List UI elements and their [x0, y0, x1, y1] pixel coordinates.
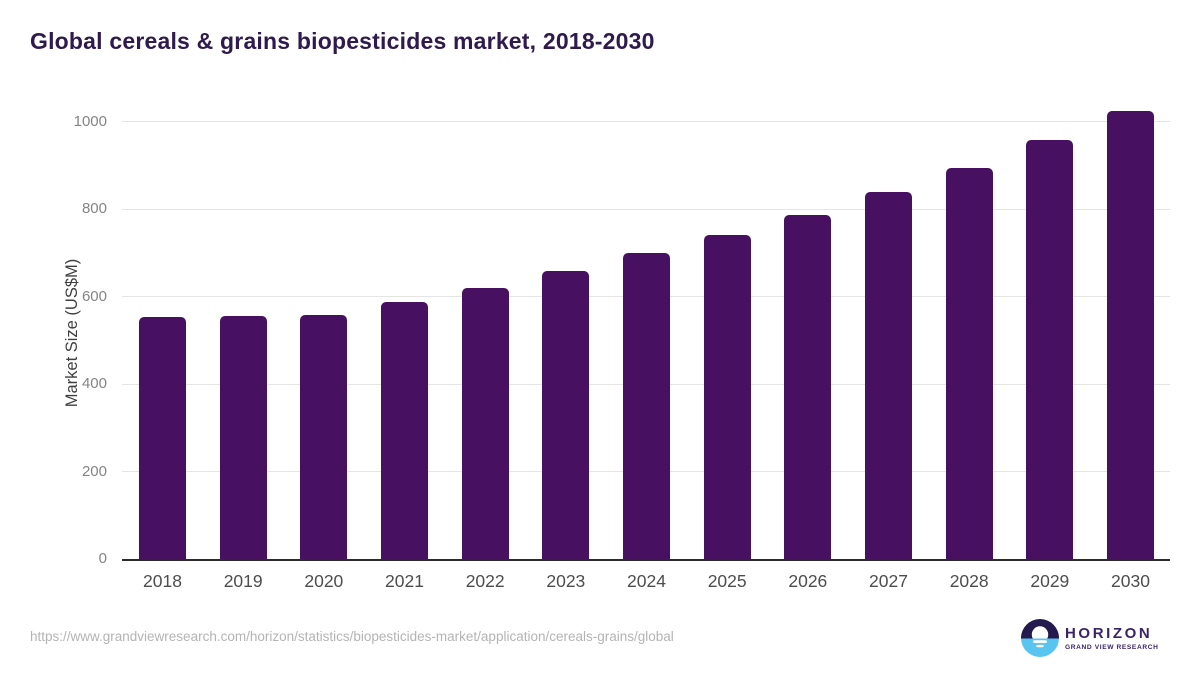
bar-2029[interactable] — [1026, 140, 1074, 559]
x-tick-label-2021: 2021 — [385, 571, 424, 591]
gridline-800 — [122, 208, 1170, 210]
y-tick-label-200: 200 — [81, 462, 107, 480]
x-tick-label-2025: 2025 — [707, 571, 747, 591]
x-tick-label-2030: 2030 — [1111, 571, 1150, 591]
source-url: https://www.grandviewresearch.com/horizo… — [30, 629, 674, 644]
x-tick-label-2026: 2026 — [788, 571, 828, 591]
logo-text: HORIZON GRAND VIEW RESEARCH — [1065, 626, 1158, 651]
chart-title: Global cereals & grains biopesticides ma… — [30, 28, 655, 54]
y-axis-title: Market Size (US$M) — [63, 258, 81, 408]
y-tick-label-600: 600 — [81, 287, 107, 305]
bar-2018[interactable] — [139, 317, 186, 559]
y-tick-label-800: 800 — [81, 200, 107, 218]
y-tick-label-0: 0 — [98, 550, 107, 567]
x-tick-label-2027: 2027 — [869, 571, 908, 591]
bar-2027[interactable] — [865, 191, 912, 559]
logo-wordmark: HORIZON — [1065, 624, 1153, 642]
logo-subtitle: GRAND VIEW RESEARCH — [1065, 643, 1159, 651]
gridline-1000 — [122, 121, 1170, 123]
x-tick-label-2024: 2024 — [627, 571, 666, 591]
bar-2030[interactable] — [1107, 110, 1154, 559]
plot-area — [122, 100, 1170, 561]
y-tick-label-400: 400 — [81, 375, 107, 393]
bar-2019[interactable] — [219, 316, 267, 559]
x-tick-label-2028: 2028 — [949, 571, 989, 591]
horizon-logo: HORIZON GRAND VIEW RESEARCH — [1021, 619, 1158, 657]
x-tick-label-2022: 2022 — [465, 571, 505, 591]
bar-2024[interactable] — [623, 253, 670, 559]
bar-2020[interactable] — [300, 315, 348, 559]
bar-2021[interactable] — [381, 301, 428, 559]
bar-2025[interactable] — [703, 235, 751, 559]
x-tick-label-2029: 2029 — [1030, 571, 1070, 591]
bar-2028[interactable] — [945, 167, 993, 559]
x-tick-label-2023: 2023 — [546, 571, 586, 591]
x-tick-label-2018: 2018 — [143, 571, 182, 591]
bar-2022[interactable] — [461, 287, 509, 559]
y-tick-label-1000: 1000 — [73, 112, 107, 130]
bar-2026[interactable] — [784, 214, 832, 559]
sunset-over-water-icon — [1021, 619, 1059, 657]
x-tick-label-2020: 2020 — [304, 571, 344, 591]
x-tick-label-2019: 2019 — [223, 571, 263, 591]
bar-2023[interactable] — [542, 271, 590, 559]
